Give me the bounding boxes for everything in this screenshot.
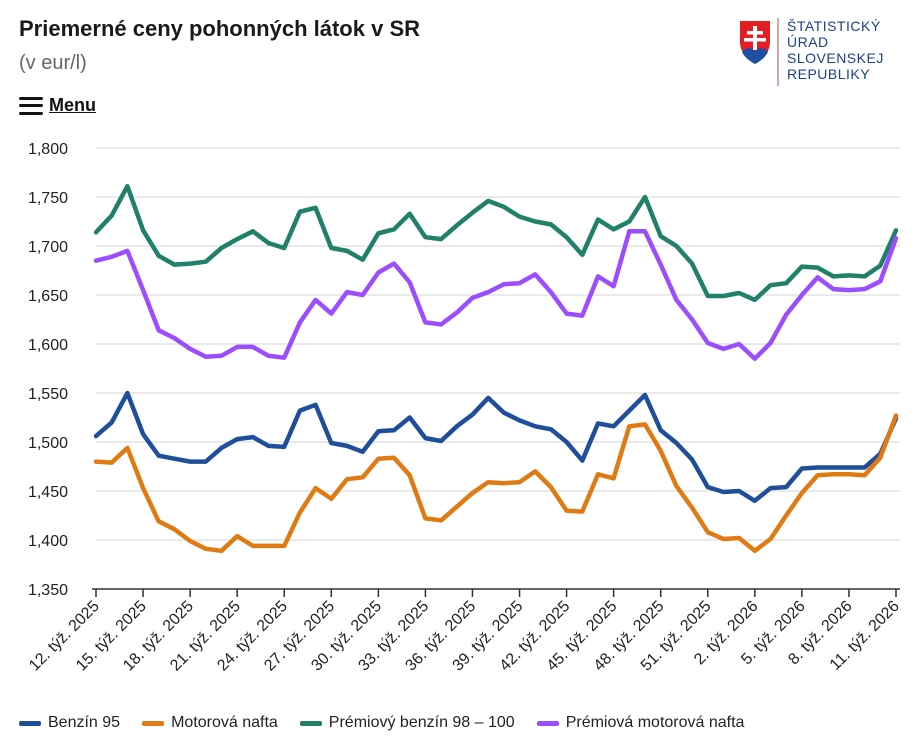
logo-divider	[777, 18, 779, 86]
y-tick-label: 1,700	[28, 239, 68, 256]
logo-line-2: ÚRAD	[787, 34, 829, 50]
y-tick-label: 1,800	[28, 141, 68, 158]
chart-title: Priemerné ceny pohonných látok v SR	[19, 16, 421, 41]
legend-item-benzin-95[interactable]: Benzín 95	[19, 714, 120, 732]
y-tick-label: 1,550	[28, 386, 68, 403]
y-tick-label: 1,400	[28, 533, 68, 550]
legend-swatch	[299, 720, 322, 726]
legend-label: Benzín 95	[48, 714, 121, 731]
y-tick-label: 1,600	[28, 337, 68, 354]
series-line-4	[93, 229, 899, 361]
y-tick-label: 1,500	[28, 435, 68, 452]
series-line-2	[93, 413, 899, 554]
legend-label: Prémiový benzín 98 – 100	[328, 714, 515, 731]
legend-label: Prémiová motorová nafta	[565, 714, 745, 731]
legend-label: Motorová nafta	[171, 714, 278, 731]
legend: Benzín 95 Motorová nafta Prémiový benzín…	[19, 714, 766, 732]
legend-swatch	[19, 720, 41, 726]
legend-swatch	[142, 720, 165, 726]
legend-item-premiova-nafta[interactable]: Prémiová motorová nafta	[536, 714, 745, 732]
statistical-office-logo: ŠTATISTICKÝ ÚRAD SLOVENSKEJ REPUBLIKY	[737, 18, 884, 86]
menu-label: Menu	[49, 95, 96, 115]
y-tick-label: 1,750	[28, 190, 68, 207]
logo-line-1: ŠTATISTICKÝ	[787, 18, 881, 34]
menu-button[interactable]: Menu	[19, 95, 96, 116]
logo-line-4: REPUBLIKY	[787, 66, 871, 82]
hamburger-icon	[19, 96, 43, 115]
logo-text: ŠTATISTICKÝ ÚRAD SLOVENSKEJ REPUBLIKY	[787, 18, 884, 82]
y-tick-label: 1,650	[28, 288, 68, 305]
series-line-1	[93, 390, 899, 504]
y-tick-label: 1,450	[28, 484, 68, 501]
legend-swatch	[536, 720, 559, 726]
logo-line-3: SLOVENSKEJ	[787, 50, 884, 66]
y-tick-label: 1,350	[28, 582, 68, 599]
legend-item-motorova-nafta[interactable]: Motorová nafta	[142, 714, 278, 732]
chart-subtitle: (v eur/l)	[19, 52, 87, 74]
coat-of-arms-icon	[738, 19, 772, 66]
legend-item-premiovy-benzin[interactable]: Prémiový benzín 98 – 100	[299, 714, 515, 732]
series-line-3	[93, 183, 899, 303]
